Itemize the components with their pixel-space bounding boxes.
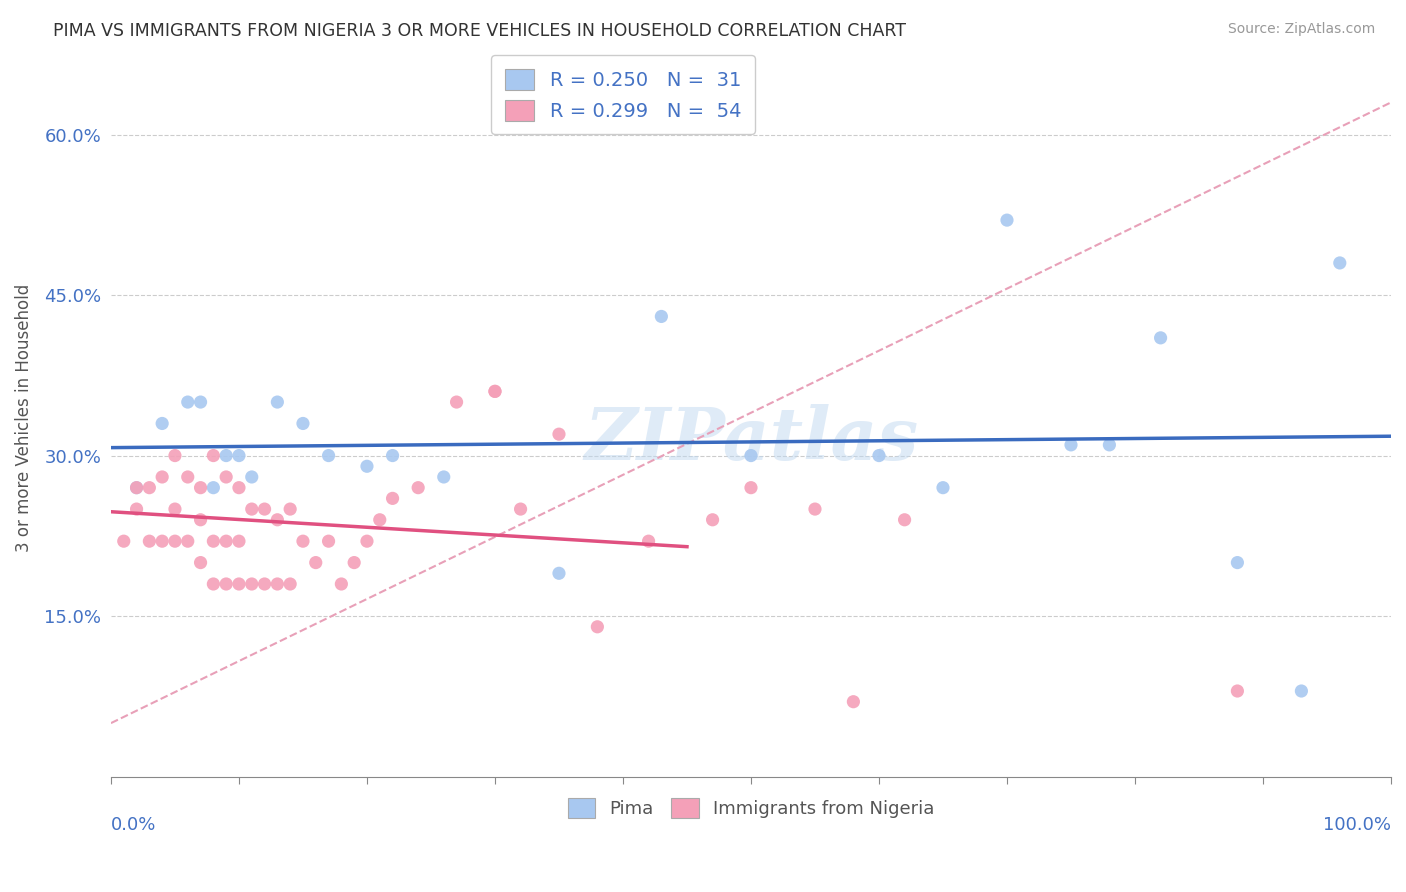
Point	[356, 534, 378, 549]
Point	[548, 427, 571, 442]
Point	[446, 395, 468, 409]
Point	[343, 556, 366, 570]
Point	[637, 534, 659, 549]
Point	[177, 395, 200, 409]
Point	[650, 310, 672, 324]
Point	[177, 470, 200, 484]
Text: PIMA VS IMMIGRANTS FROM NIGERIA 3 OR MORE VEHICLES IN HOUSEHOLD CORRELATION CHAR: PIMA VS IMMIGRANTS FROM NIGERIA 3 OR MOR…	[53, 22, 907, 40]
Point	[356, 459, 378, 474]
Point	[266, 513, 288, 527]
Point	[112, 534, 135, 549]
Y-axis label: 3 or more Vehicles in Household: 3 or more Vehicles in Household	[15, 284, 32, 552]
Point	[228, 481, 250, 495]
Point	[740, 481, 762, 495]
Point	[240, 470, 263, 484]
Point	[240, 577, 263, 591]
Point	[1226, 556, 1249, 570]
Point	[228, 577, 250, 591]
Point	[215, 449, 238, 463]
Point	[1291, 684, 1313, 698]
Point	[586, 620, 609, 634]
Point	[368, 513, 391, 527]
Point	[381, 491, 404, 506]
Point	[150, 417, 173, 431]
Point	[1329, 256, 1351, 270]
Point	[125, 502, 148, 516]
Point	[1098, 438, 1121, 452]
Point	[291, 417, 314, 431]
Point	[1060, 438, 1083, 452]
Point	[190, 481, 212, 495]
Point	[381, 449, 404, 463]
Text: 100.0%: 100.0%	[1323, 816, 1391, 834]
Point	[202, 577, 225, 591]
Point	[868, 449, 890, 463]
Point	[190, 513, 212, 527]
Text: 0.0%: 0.0%	[111, 816, 156, 834]
Point	[215, 534, 238, 549]
Point	[163, 534, 186, 549]
Point	[202, 449, 225, 463]
Point	[291, 534, 314, 549]
Point	[266, 577, 288, 591]
Point	[318, 449, 340, 463]
Point	[240, 502, 263, 516]
Point	[138, 534, 160, 549]
Point	[1149, 331, 1171, 345]
Point	[1226, 684, 1249, 698]
Point	[318, 534, 340, 549]
Point	[215, 470, 238, 484]
Point	[215, 577, 238, 591]
Point	[266, 395, 288, 409]
Point	[138, 481, 160, 495]
Point	[177, 534, 200, 549]
Point	[509, 502, 531, 516]
Point	[228, 534, 250, 549]
Point	[190, 395, 212, 409]
Point	[330, 577, 353, 591]
Text: ZIPatlas: ZIPatlas	[583, 404, 918, 475]
Point	[278, 502, 301, 516]
Point	[202, 534, 225, 549]
Point	[125, 481, 148, 495]
Point	[406, 481, 429, 495]
Point	[740, 449, 762, 463]
Point	[893, 513, 915, 527]
Point	[253, 502, 276, 516]
Point	[163, 449, 186, 463]
Point	[278, 577, 301, 591]
Point	[842, 695, 865, 709]
Point	[548, 566, 571, 581]
Point	[932, 481, 955, 495]
Text: Source: ZipAtlas.com: Source: ZipAtlas.com	[1227, 22, 1375, 37]
Legend: Pima, Immigrants from Nigeria: Pima, Immigrants from Nigeria	[561, 790, 942, 825]
Point	[433, 470, 456, 484]
Point	[228, 449, 250, 463]
Point	[305, 556, 328, 570]
Point	[702, 513, 724, 527]
Point	[484, 384, 506, 399]
Point	[163, 502, 186, 516]
Point	[995, 213, 1018, 227]
Point	[150, 470, 173, 484]
Point	[202, 481, 225, 495]
Point	[484, 384, 506, 399]
Point	[804, 502, 827, 516]
Point	[150, 534, 173, 549]
Point	[190, 556, 212, 570]
Point	[253, 577, 276, 591]
Point	[125, 481, 148, 495]
